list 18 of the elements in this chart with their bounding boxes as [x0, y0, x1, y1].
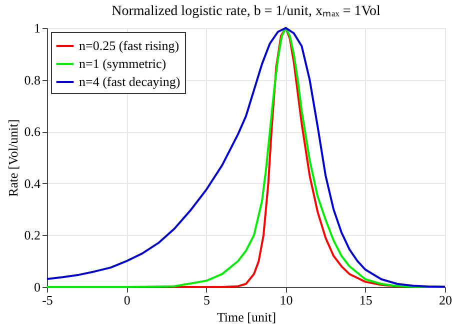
- x-axis-title: Time [unit]: [216, 310, 276, 324]
- y-tick-label: 0: [34, 280, 40, 294]
- y-tick-label: 0.8: [24, 72, 40, 88]
- chart-title: Normalized logistic rate, b = 1/unit, xₘₐₓ = 1Vol: [112, 4, 381, 19]
- y-tick-label: 0.6: [24, 124, 41, 140]
- legend-label: n=1 (symmetric): [79, 56, 166, 71]
- y-tick-label: 0.2: [24, 228, 40, 243]
- y-tick-label: 0.4: [24, 176, 41, 191]
- x-tick-label: -5: [42, 292, 53, 308]
- y-tick-label: 1: [34, 20, 40, 36]
- y-axis-title: Rate [Vol/unit]: [5, 119, 20, 197]
- x-tick-label: 20: [439, 292, 452, 308]
- x-tick-label: 10: [280, 292, 293, 308]
- legend-label: n=0.25 (fast rising): [79, 38, 180, 53]
- x-tick-label: 15: [359, 292, 372, 308]
- x-tick-label: 5: [203, 292, 210, 308]
- legend-label: n=4 (fast decaying): [79, 74, 180, 89]
- x-tick-label: 0: [124, 292, 130, 308]
